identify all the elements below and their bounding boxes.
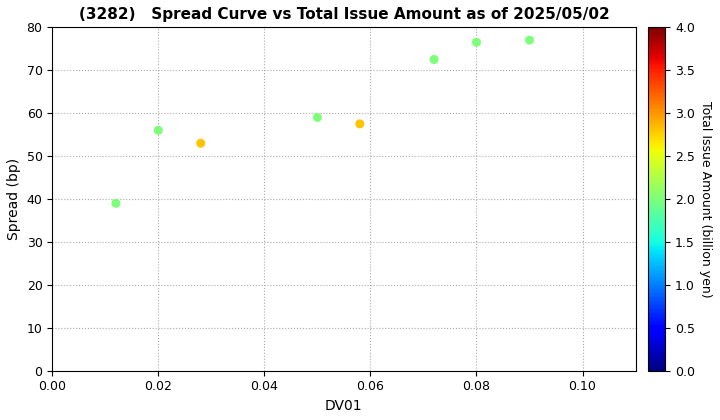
Point [523, 37, 535, 44]
Point [153, 127, 164, 134]
Point [110, 200, 122, 207]
Title: (3282)   Spread Curve vs Total Issue Amount as of 2025/05/02: (3282) Spread Curve vs Total Issue Amoun… [78, 7, 609, 22]
Point [471, 39, 482, 46]
Point [195, 140, 207, 147]
Point [312, 114, 323, 121]
Y-axis label: Spread (bp): Spread (bp) [7, 158, 21, 240]
Y-axis label: Total Issue Amount (billion yen): Total Issue Amount (billion yen) [698, 101, 711, 297]
Point [428, 56, 440, 63]
Point [354, 121, 366, 127]
X-axis label: DV01: DV01 [325, 399, 363, 413]
